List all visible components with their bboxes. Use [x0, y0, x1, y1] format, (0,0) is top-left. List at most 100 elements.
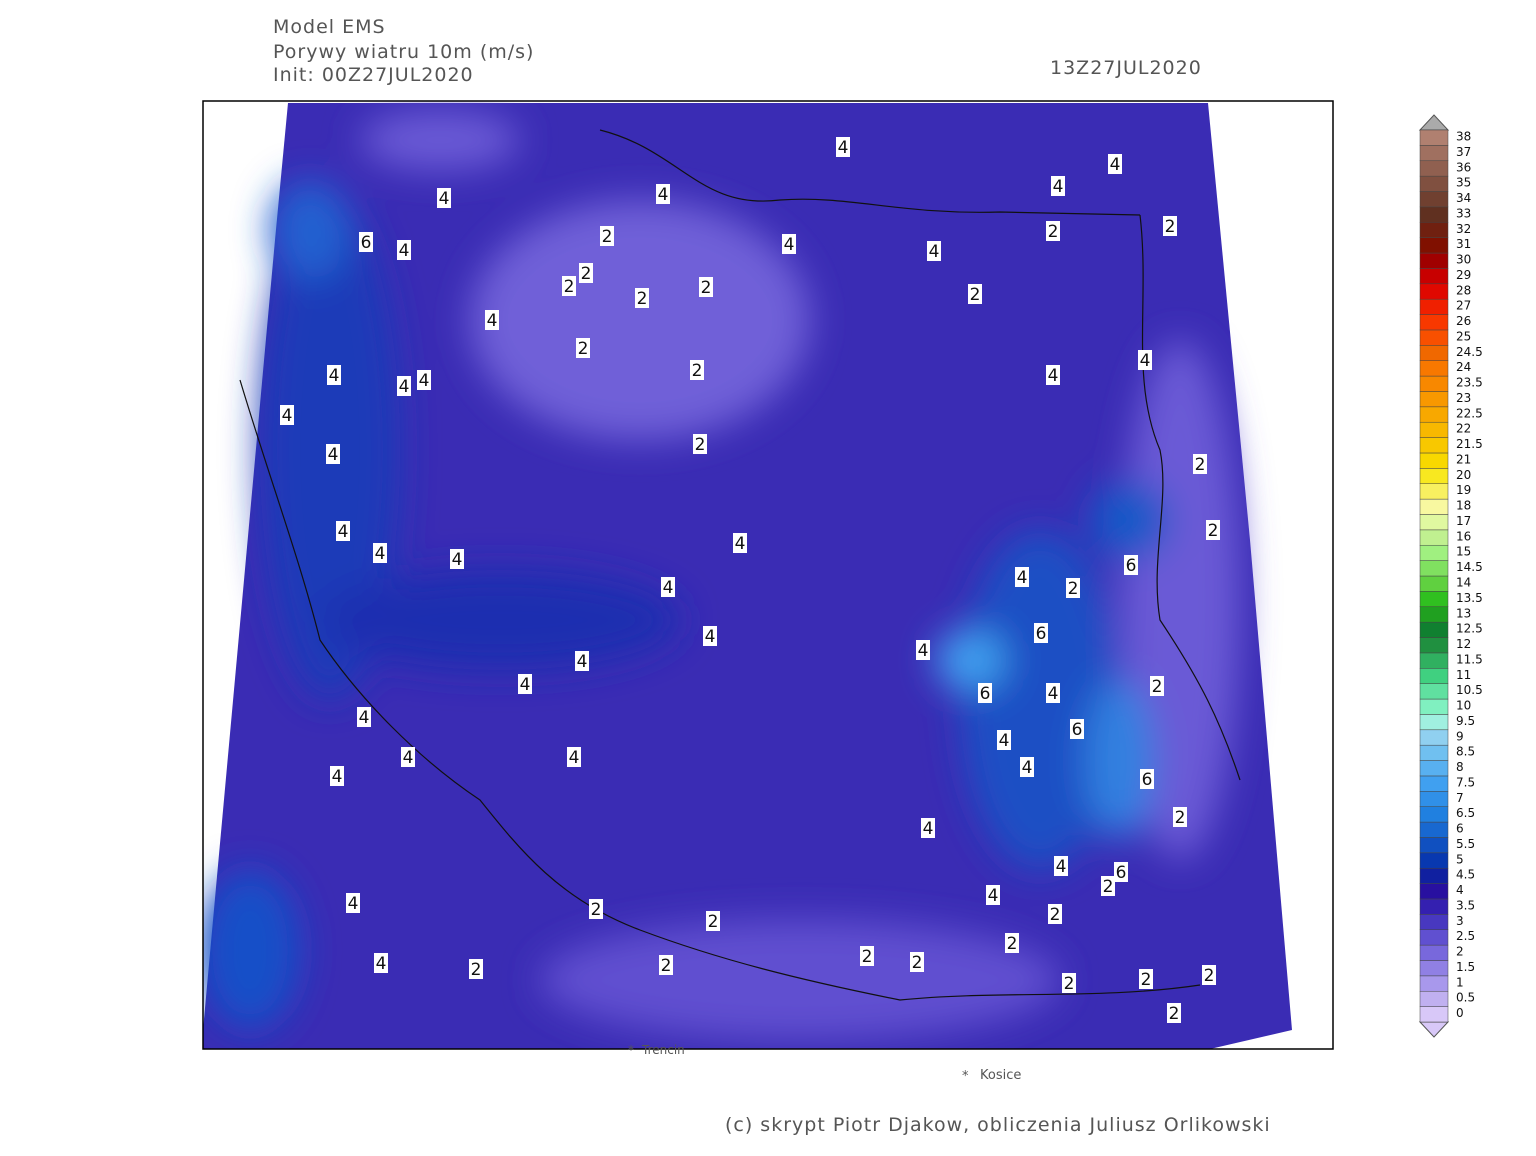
colorbar-swatch [1419, 591, 1449, 608]
colorbar-swatch [1419, 898, 1449, 915]
init-time: Init: 00Z27JUL2020 [273, 64, 474, 86]
contour-label: 4 [328, 445, 339, 465]
contour-label: 4 [282, 406, 293, 426]
colorbar-label: 4 [1456, 883, 1464, 897]
valid-time: 13Z27JUL2020 [1050, 57, 1202, 79]
contour-label-box [659, 955, 673, 975]
contour-label: 4 [419, 371, 430, 391]
contour-label: 4 [399, 377, 410, 397]
contour-label: 4 [520, 675, 531, 695]
colorbar-label: 17 [1456, 514, 1471, 528]
contour-label-box [575, 651, 589, 671]
contour-label: 2 [1208, 521, 1219, 541]
contour-label: 2 [602, 227, 613, 247]
colorbar-swatch [1419, 990, 1449, 1007]
contour-label-box [927, 241, 941, 261]
contour-label: 4 [784, 235, 795, 255]
colorbar-swatch [1419, 775, 1449, 792]
colorbar-swatch [1419, 268, 1449, 285]
contour-label-box [836, 137, 850, 157]
contour-label: 2 [1064, 974, 1075, 994]
contour-label: 2 [1204, 966, 1215, 986]
colorbar-label: 13 [1456, 606, 1471, 620]
contour-label: 6 [980, 684, 991, 704]
contour-label: 4 [705, 627, 716, 647]
contour-label-box [1163, 216, 1177, 236]
colorbar-label: 7.5 [1456, 775, 1475, 789]
contour-label-box [326, 444, 340, 464]
contour-label: 4 [1140, 351, 1151, 371]
contour-label: 4 [1048, 684, 1059, 704]
colorbar-label: 11.5 [1456, 652, 1483, 666]
contour-label-box [1034, 623, 1048, 643]
colorbar-swatch [1419, 345, 1449, 361]
contour-label-box [1124, 555, 1138, 575]
colorbar-swatch [1419, 621, 1449, 638]
contour-label: 4 [376, 954, 387, 974]
contour-label: 2 [1050, 905, 1061, 925]
contour-label-box [1139, 969, 1153, 989]
footer-credit: (c) skrypt Piotr Djakow, obliczenia Juli… [725, 1114, 1271, 1136]
contour-label-box [703, 626, 717, 646]
contour-label-box [1108, 154, 1122, 174]
colorbar-swatch [1419, 929, 1449, 946]
colorbar-label: 9.5 [1456, 714, 1475, 728]
contour-label: 2 [1195, 455, 1206, 475]
colorbar-swatch [1419, 960, 1449, 977]
contour-label: 6 [361, 233, 372, 253]
colorbar-label: 1.5 [1456, 960, 1475, 974]
colorbar-swatch [1419, 575, 1449, 592]
colorbar-swatch [1419, 867, 1449, 884]
colorbar-label: 36 [1456, 160, 1471, 174]
contour-label-box [782, 234, 796, 254]
contour-label: 4 [399, 241, 410, 261]
contour-label-box [280, 405, 294, 425]
colorbar-label: 10 [1456, 699, 1471, 713]
colorbar-swatch [1419, 314, 1449, 331]
contour-label-box [330, 766, 344, 786]
map-field [203, 103, 1292, 1049]
contour-label: 2 [912, 953, 923, 973]
colorbar-swatch [1419, 683, 1449, 700]
contour-label-box [359, 232, 373, 252]
contour-label: 4 [735, 534, 746, 554]
colorbar-label: 23 [1456, 391, 1471, 405]
contour-label-box [1066, 578, 1080, 598]
contour-label-box [1138, 350, 1152, 370]
colorbar-swatch [1419, 375, 1449, 392]
colorbar-label: 5 [1456, 852, 1464, 866]
colorbar-swatch [1419, 668, 1449, 684]
contour-label: 4 [929, 242, 940, 262]
contour-label-box [1206, 520, 1220, 540]
model-title: Model EMS [273, 16, 386, 38]
contour-label: 4 [359, 708, 370, 728]
contour-label-box [1046, 683, 1060, 703]
contour-label-box [327, 365, 341, 385]
colorbar-label: 25 [1456, 329, 1471, 343]
colorbar-label: 19 [1456, 483, 1471, 497]
contour-label-box [1051, 176, 1065, 196]
contour-label-box [1005, 933, 1019, 953]
contour-label: 2 [701, 278, 712, 298]
contour-label-box [562, 276, 576, 296]
contour-label-box [635, 288, 649, 308]
colorbar-swatch [1419, 283, 1449, 300]
contour-label: 4 [838, 138, 849, 158]
colorbar-swatch [1419, 606, 1449, 623]
contour-label: 4 [338, 522, 349, 542]
colorbar-label: 13.5 [1456, 591, 1483, 605]
colorbar-label: 10.5 [1456, 683, 1483, 697]
city-marker: * [962, 1069, 969, 1084]
contour-label-box [373, 543, 387, 563]
colorbar-label: 16 [1456, 529, 1471, 543]
contour-label: 2 [1175, 808, 1186, 828]
colorbar-top-arrow [1418, 114, 1450, 131]
colorbar-swatch [1419, 421, 1449, 438]
contour-label-box [579, 263, 593, 283]
contour-label-box [1054, 856, 1068, 876]
colorbar-label: 3.5 [1456, 898, 1475, 912]
contour-label: 4 [569, 748, 580, 768]
colorbar-swatch [1419, 729, 1449, 746]
colorbar-label: 0 [1456, 1006, 1464, 1020]
